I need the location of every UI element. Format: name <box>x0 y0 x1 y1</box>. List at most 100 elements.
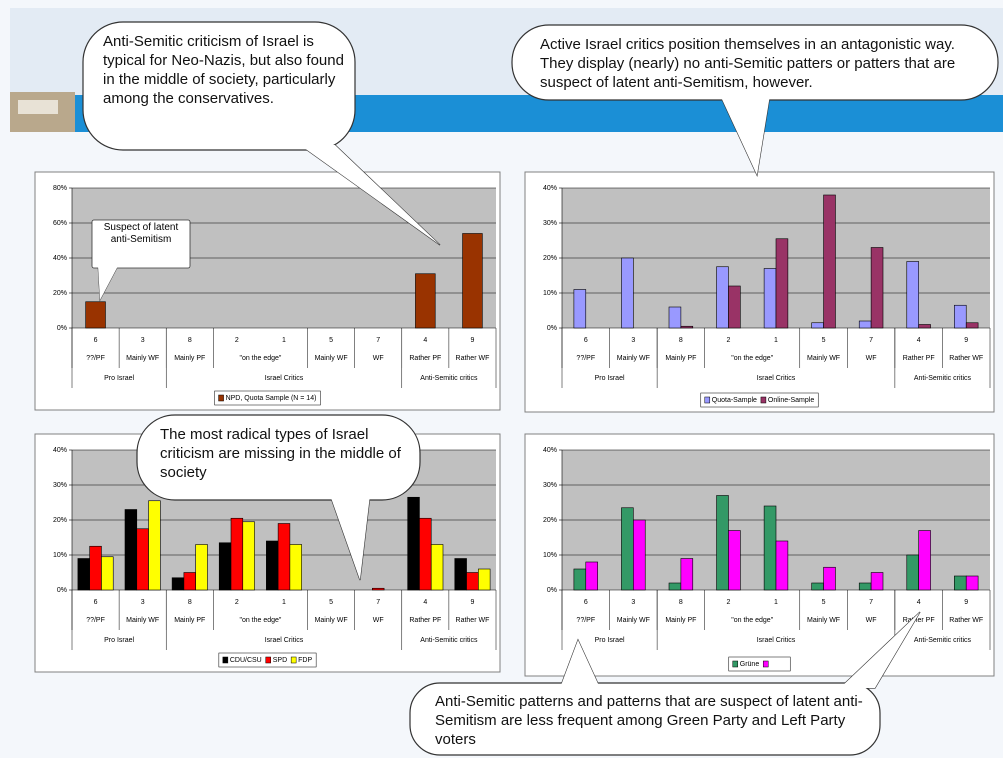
bar <box>716 495 729 591</box>
category-group-label: Israel Critics <box>265 637 304 644</box>
x-tick-label: 4 <box>423 337 427 344</box>
category-type-label: Rather WF <box>456 355 490 362</box>
callout-tail-cover <box>720 95 770 175</box>
x-tick-label: 7 <box>376 599 380 606</box>
category-type-label: WF <box>373 617 384 624</box>
category-type-label: ??/PF <box>576 617 595 624</box>
legend-frame <box>700 392 819 408</box>
category-type-label: Mainly WF <box>617 617 650 624</box>
x-tick-label: 4 <box>423 599 427 606</box>
legend-label: Grüne <box>740 661 760 668</box>
bar <box>77 558 90 591</box>
y-tick-label: 20% <box>543 517 557 524</box>
category-type-label: Mainly WF <box>315 617 348 624</box>
bar <box>668 582 682 591</box>
legend: Quota-Sample Online-Sample <box>700 392 819 408</box>
x-tick-label: 2 <box>726 599 730 606</box>
legend-label: NPD, Quota Sample (N = 14) <box>226 395 317 402</box>
bar <box>823 566 836 591</box>
legend-label: Online-Sample <box>768 397 814 404</box>
y-tick-label: 10% <box>53 552 67 559</box>
legend-swatch <box>760 396 767 404</box>
callout-text: Active Israel critics position themselve… <box>540 36 956 91</box>
callout-bubble <box>409 682 881 756</box>
legend-swatch <box>218 394 224 402</box>
bar <box>906 261 919 329</box>
x-tick-label: 1 <box>282 337 286 344</box>
bar <box>585 561 598 591</box>
x-tick-label: 6 <box>94 599 98 606</box>
legend-swatch <box>704 396 711 404</box>
bar <box>136 528 149 591</box>
callout-tail-cover <box>300 145 440 245</box>
y-tick-label: 60% <box>53 220 67 227</box>
bar <box>728 530 741 591</box>
category-group-label: Anti-Semitic critics <box>914 375 972 382</box>
y-tick-label: 40% <box>543 447 557 454</box>
bar <box>633 519 646 591</box>
legend: NPD, Quota Sample (N = 14) <box>214 390 321 406</box>
bar <box>621 257 634 329</box>
category-type-label: Mainly PF <box>174 617 205 624</box>
x-tick-label: 1 <box>774 337 778 344</box>
x-tick-label: 2 <box>726 337 730 344</box>
y-tick-label: 30% <box>543 220 557 227</box>
bar <box>148 500 161 591</box>
category-type-label: WF <box>866 617 877 624</box>
callout-tail-cover <box>560 640 600 688</box>
x-tick-label: 9 <box>470 599 474 606</box>
legend-swatch <box>732 660 739 668</box>
bar <box>183 572 196 591</box>
x-tick-label: 7 <box>869 337 873 344</box>
category-type-label: Mainly WF <box>126 617 159 624</box>
bar <box>573 568 587 591</box>
y-tick-label: 0% <box>57 325 67 332</box>
bar <box>195 544 208 591</box>
x-tick-label: 9 <box>964 599 968 606</box>
category-group-label: Israel Critics <box>757 637 796 644</box>
bar <box>124 509 138 591</box>
callout-bubble <box>82 21 356 151</box>
x-tick-label: 3 <box>631 599 635 606</box>
bar <box>372 587 385 591</box>
x-tick-label: 9 <box>964 337 968 344</box>
y-tick-label: 0% <box>57 587 67 594</box>
callout-text: Anti-Semitic criticism of Israel is typi… <box>103 33 344 107</box>
bar <box>277 523 291 591</box>
bar <box>101 556 114 591</box>
bar <box>415 273 436 329</box>
category-type-label: Mainly WF <box>315 355 348 362</box>
category-type-label: Rather WF <box>456 617 490 624</box>
bar <box>419 517 432 591</box>
bar <box>906 554 919 591</box>
category-group-label: Pro Israel <box>104 375 134 382</box>
x-tick-label: 2 <box>235 337 239 344</box>
category-type-label: Mainly WF <box>617 355 650 362</box>
bar <box>858 320 872 329</box>
x-tick-label: 3 <box>141 599 145 606</box>
bar <box>680 325 694 329</box>
bar <box>430 544 444 591</box>
category-type-label: "on the edge" <box>731 355 773 362</box>
callout-tail-cover <box>98 266 118 300</box>
x-tick-label: 3 <box>141 337 145 344</box>
bar <box>775 238 789 329</box>
y-tick-label: 20% <box>543 255 557 262</box>
category-type-label: ??/PF <box>86 617 105 624</box>
legend-frame <box>214 390 321 406</box>
x-tick-label: 4 <box>917 599 921 606</box>
x-tick-label: 2 <box>235 599 239 606</box>
y-tick-label: 80% <box>53 185 67 192</box>
legend-frame <box>728 656 791 672</box>
category-group-label: Anti-Semitic critics <box>420 637 478 644</box>
x-tick-label: 5 <box>329 599 333 606</box>
x-tick-label: 1 <box>774 599 778 606</box>
x-tick-label: 8 <box>679 337 683 344</box>
category-group-label: Pro Israel <box>595 375 625 382</box>
legend-label: Quota-Sample <box>712 397 757 404</box>
callout-tail-cover <box>840 612 920 688</box>
x-tick-label: 7 <box>376 337 380 344</box>
x-tick-label: 5 <box>329 337 333 344</box>
bar <box>230 517 244 591</box>
bar <box>918 324 931 329</box>
